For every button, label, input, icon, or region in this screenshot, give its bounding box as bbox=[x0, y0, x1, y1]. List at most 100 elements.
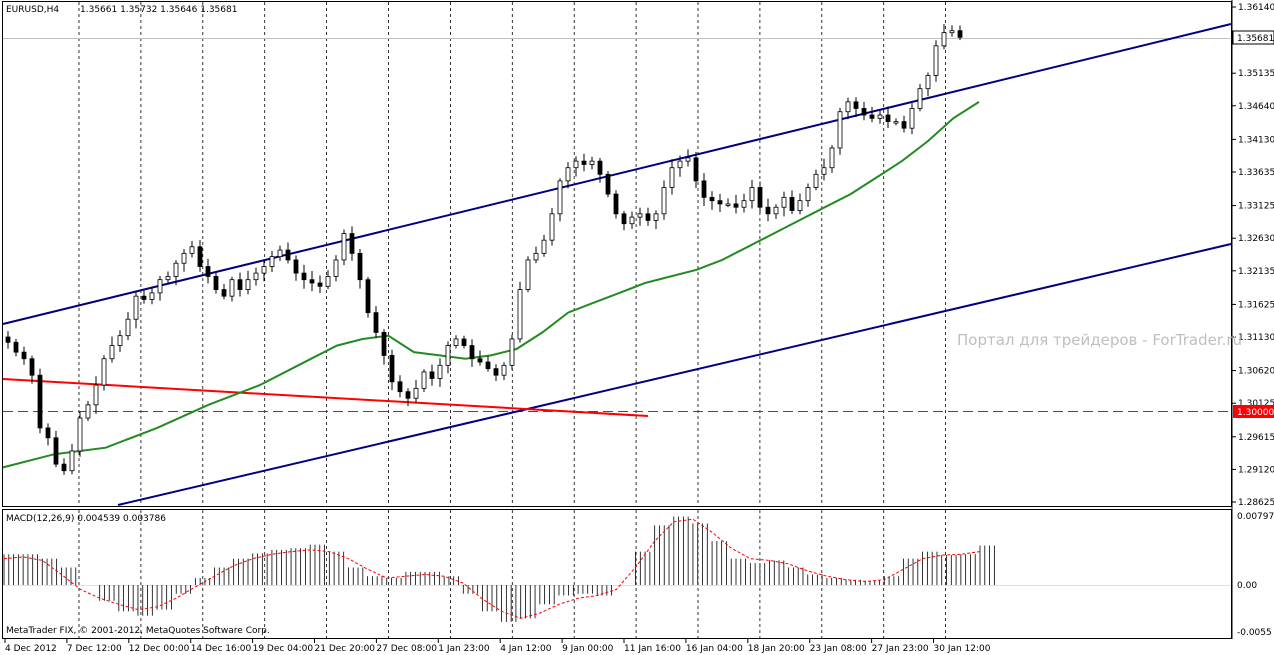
candle-body bbox=[909, 108, 915, 129]
candle-body bbox=[253, 272, 259, 281]
time-tick-label: 23 Jan 08:00 bbox=[810, 644, 867, 654]
candle bbox=[149, 286, 155, 305]
candle-body bbox=[765, 206, 771, 215]
candle bbox=[941, 24, 947, 50]
candle bbox=[597, 157, 603, 183]
candle-body bbox=[685, 157, 691, 162]
candle-body bbox=[821, 167, 827, 175]
candle-body bbox=[693, 157, 699, 182]
candle-body bbox=[461, 338, 467, 346]
candle-body bbox=[421, 371, 427, 389]
ohlc-values: 1.35661 1.35732 1.35646 1.35681 bbox=[80, 5, 237, 15]
candle bbox=[197, 240, 203, 272]
candle bbox=[85, 401, 91, 421]
level-price-value: 1.30000 bbox=[1237, 408, 1274, 418]
candle bbox=[261, 260, 267, 282]
candle-body bbox=[213, 276, 219, 290]
candle bbox=[949, 25, 955, 37]
candle-body bbox=[613, 193, 619, 215]
candle-body bbox=[405, 391, 411, 399]
candle bbox=[13, 338, 19, 357]
candle bbox=[141, 290, 147, 304]
candle-body bbox=[229, 279, 235, 297]
candle-body bbox=[469, 345, 475, 360]
candle-body bbox=[325, 276, 331, 287]
copyright-text: MetaTrader FIX, © 2001-2012, MetaQuotes … bbox=[6, 626, 270, 636]
candle bbox=[429, 364, 435, 386]
candle-body bbox=[5, 336, 11, 343]
price-axis: 1.36140 1.35135 1.34640 1.34130 1.33635 1.331… bbox=[1232, 3, 1274, 508]
candle-body bbox=[181, 252, 187, 264]
candle-body bbox=[829, 147, 835, 169]
candle-body bbox=[509, 338, 515, 366]
candle-body bbox=[549, 213, 555, 241]
candle bbox=[37, 368, 43, 434]
candle-body bbox=[45, 427, 51, 439]
candle-body bbox=[701, 180, 707, 198]
candle bbox=[653, 210, 659, 229]
candle-body bbox=[589, 160, 595, 165]
candle bbox=[757, 181, 763, 213]
candle-body bbox=[37, 374, 43, 429]
time-axis: 4 Dec 2012 7 Dec 12:00 12 Dec 00:00 14 Dec … bbox=[4, 639, 991, 654]
candle-body bbox=[893, 121, 899, 124]
candle bbox=[157, 276, 163, 301]
candle bbox=[501, 362, 507, 381]
candle bbox=[877, 110, 883, 124]
candle-body bbox=[885, 114, 891, 123]
candle-body bbox=[941, 32, 947, 47]
candle-body bbox=[725, 203, 731, 206]
candle-body bbox=[573, 160, 579, 169]
time-tick-label: 16 Jan 04:00 bbox=[686, 644, 743, 654]
candle bbox=[365, 277, 371, 318]
candle-body bbox=[869, 114, 875, 119]
candle bbox=[229, 276, 235, 302]
candle bbox=[509, 334, 515, 370]
time-tick-label: 4 Dec 2012 bbox=[5, 644, 57, 654]
candle-body bbox=[357, 252, 363, 281]
candle-body bbox=[917, 88, 923, 109]
candle-body bbox=[381, 331, 387, 356]
candle bbox=[773, 204, 779, 219]
price-tick-label: 1.31130 bbox=[1238, 333, 1274, 343]
symbol-label: EURUSD,H4 bbox=[6, 5, 59, 15]
candle bbox=[285, 242, 291, 264]
candle-body bbox=[237, 279, 243, 290]
candle bbox=[829, 145, 835, 173]
price-tick-label: 1.32135 bbox=[1238, 267, 1274, 277]
price-tick-label: 1.30620 bbox=[1238, 367, 1274, 377]
candle bbox=[781, 191, 787, 217]
candle bbox=[181, 249, 187, 272]
time-tick-label: 18 Jan 20:00 bbox=[748, 644, 805, 654]
level-price-marker bbox=[1233, 405, 1274, 418]
candle bbox=[533, 246, 539, 264]
candle-body bbox=[717, 200, 723, 205]
candle bbox=[405, 388, 411, 407]
candle-body bbox=[157, 279, 163, 294]
candle-body bbox=[621, 213, 627, 225]
candle bbox=[461, 335, 467, 349]
candle-body bbox=[733, 203, 739, 208]
candle-body bbox=[653, 213, 659, 221]
candle bbox=[693, 151, 699, 189]
candle bbox=[837, 107, 843, 155]
candle-body bbox=[397, 381, 403, 393]
candle bbox=[389, 349, 395, 391]
main-chart-frame bbox=[2, 1, 1232, 507]
candle bbox=[557, 178, 563, 222]
candle-body bbox=[173, 262, 179, 277]
candle-body bbox=[141, 295, 147, 300]
candle bbox=[309, 270, 315, 292]
candle bbox=[517, 281, 523, 343]
candle bbox=[29, 355, 35, 384]
candle bbox=[621, 210, 627, 231]
candle bbox=[677, 155, 683, 177]
candle-body bbox=[341, 233, 347, 261]
candle-body bbox=[661, 187, 667, 215]
moving-average-line bbox=[2, 101, 980, 469]
candle-body bbox=[413, 387, 419, 399]
candle-body bbox=[373, 312, 379, 333]
candle-body bbox=[837, 111, 843, 149]
candle bbox=[453, 335, 459, 349]
